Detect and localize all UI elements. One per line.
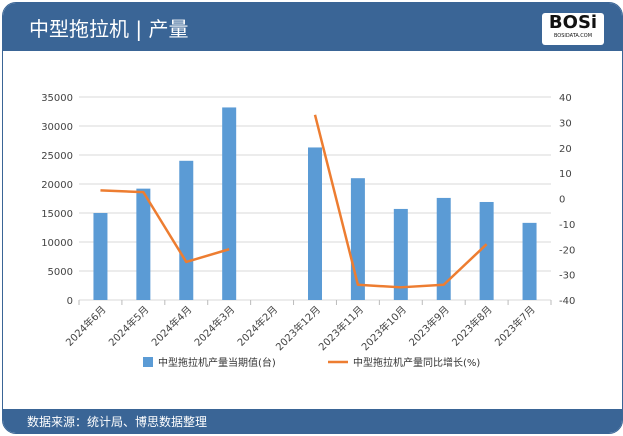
- bar: [436, 197, 451, 300]
- right-tick-label: 40: [559, 93, 572, 104]
- right-tick-label: -40: [559, 296, 575, 307]
- chart: 0 5000 10000 15000 20000 25000 30000 35000 -40 -3…: [41, 93, 575, 369]
- category-label: 2024年6月: [63, 303, 109, 349]
- bar: [222, 107, 237, 300]
- category-label: 2023年12月: [273, 303, 323, 353]
- bar: [93, 213, 108, 300]
- source-note: 数据来源：统计局、博思数据整理: [27, 415, 208, 429]
- left-tick-label: 0: [67, 296, 73, 307]
- category-label: 2023年10月: [359, 303, 409, 353]
- bar: [393, 208, 408, 300]
- category-label: 2023年9月: [406, 303, 452, 349]
- left-tick-label: 5000: [48, 267, 73, 278]
- bar: [136, 188, 151, 300]
- legend-bar-label: 中型拖拉机产量当期值(台): [158, 356, 276, 369]
- right-tick-label: 10: [559, 169, 572, 180]
- left-tick-label: 20000: [41, 180, 73, 191]
- bar: [522, 222, 537, 300]
- left-tick-label: 15000: [41, 209, 73, 220]
- left-tick-label: 35000: [41, 93, 73, 104]
- right-tick-label: -20: [559, 245, 575, 256]
- legend-bar-swatch: [143, 357, 153, 367]
- page-title: 中型拖拉机 | 产量: [29, 17, 189, 41]
- growth-line: [100, 189, 230, 264]
- logo: BOSi BOSIDATA.COM: [542, 13, 604, 45]
- header: 中型拖拉机 | 产量 BOSi BOSIDATA.COM: [3, 3, 622, 51]
- right-tick-label: 20: [559, 144, 572, 155]
- footer: 数据来源：统计局、博思数据整理: [3, 409, 622, 433]
- right-tick-label: -30: [559, 271, 575, 282]
- bar: [179, 160, 194, 300]
- left-tick-label: 30000: [41, 122, 73, 133]
- bar: [308, 147, 322, 300]
- bar: [479, 201, 494, 300]
- category-label: 2024年4月: [149, 303, 195, 349]
- legend-line-label: 中型拖拉机产量同比增长(%): [353, 356, 480, 369]
- category-label: 2024年5月: [106, 303, 152, 349]
- category-label: 2023年11月: [316, 303, 366, 353]
- category-label: 2023年8月: [449, 303, 495, 349]
- right-tick-label: -10: [559, 220, 575, 231]
- category-label: 2024年2月: [234, 303, 280, 349]
- right-tick-label: 30: [559, 118, 572, 129]
- category-label: 2024年3月: [191, 303, 237, 349]
- growth-line: [313, 114, 488, 289]
- category-label: 2023年7月: [492, 303, 538, 349]
- left-tick-label: 25000: [41, 151, 73, 162]
- right-tick-label: 0: [559, 195, 565, 206]
- left-tick-label: 10000: [41, 238, 73, 249]
